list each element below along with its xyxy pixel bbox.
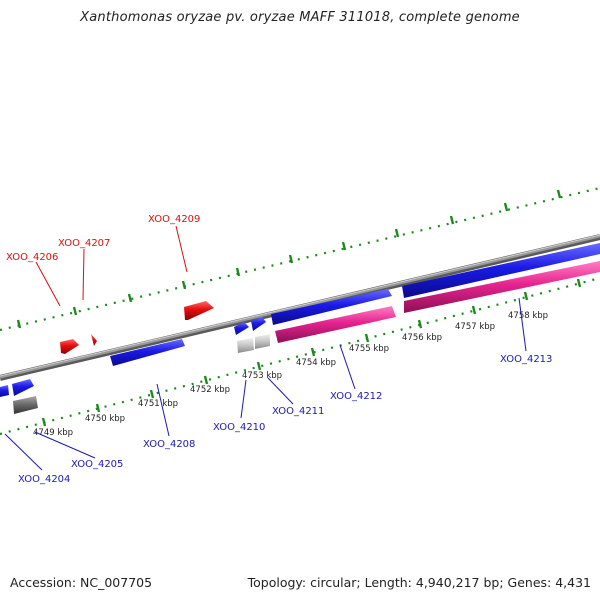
scale-label: 4749 kbp — [33, 428, 73, 438]
gene-feature-xoo-4204[interactable] — [0, 385, 9, 397]
scale-label: 4758 kbp — [508, 311, 548, 321]
label-leaders — [4, 225, 527, 471]
gene-feature-xoo-4209[interactable] — [184, 301, 214, 320]
scale-label: 4750 kbp — [85, 414, 125, 424]
gene-feature-xoo-4208[interactable] — [110, 339, 185, 366]
gene-feature-xoo-4211[interactable] — [251, 317, 266, 331]
gene-label-xoo-4208[interactable]: XOO_4208 — [143, 439, 195, 450]
inner-tick-track — [0, 276, 600, 436]
scale-label: 4757 kbp — [455, 322, 495, 332]
scale-label: 4754 kbp — [296, 358, 336, 368]
scale-label: 4756 kbp — [402, 333, 442, 343]
gene-feature-xoo-4207[interactable] — [91, 334, 97, 346]
gene-feature-xoo-4212[interactable] — [271, 289, 392, 325]
gene-feature-pseudo-1[interactable] — [237, 338, 254, 353]
scale-label: 4751 kbp — [138, 399, 178, 409]
scale-label: 4753 kbp — [242, 371, 282, 381]
gene-feature-xoo-4205[interactable] — [12, 379, 34, 396]
gene-feature-pseudo-2[interactable] — [255, 334, 270, 349]
accession-text: Accession: NC_007705 — [10, 575, 153, 590]
gene-label-xoo-4212[interactable]: XOO_4212 — [330, 391, 382, 402]
gene-label-xoo-4211[interactable]: XOO_4211 — [272, 406, 324, 417]
gene-label-xoo-4205[interactable]: XOO_4205 — [71, 459, 123, 470]
gene-label-xoo-4207[interactable]: XOO_4207 — [58, 238, 110, 249]
scale-label: 4755 kbp — [349, 344, 389, 354]
gene-feature-rna-2[interactable] — [404, 261, 600, 313]
gene-features — [0, 243, 600, 414]
map-title: Xanthomonas oryzae pv. oryzae MAFF 31101… — [80, 10, 520, 25]
scale-labels: 4749 kbp 4750 kbp 4751 kbp 4752 kbp 4753… — [33, 311, 548, 438]
genome-summary-text: Topology: circular; Length: 4,940,217 bp… — [247, 575, 591, 590]
scale-label: 4752 kbp — [190, 385, 230, 395]
gene-label-xoo-4209[interactable]: XOO_4209 — [148, 214, 200, 225]
genome-backbone — [0, 234, 600, 381]
gene-label-xoo-4204[interactable]: XOO_4204 — [18, 474, 70, 485]
gene-feature-xoo-4210[interactable] — [234, 322, 249, 335]
gene-label-xoo-4206[interactable]: XOO_4206 — [6, 252, 58, 263]
gene-feature-xoo-4206[interactable] — [60, 339, 79, 354]
gene-feature-other-1[interactable] — [13, 396, 38, 414]
outer-tick-track — [0, 186, 600, 332]
gene-label-xoo-4210[interactable]: XOO_4210 — [213, 422, 265, 433]
gene-labels: XOO_4204 XOO_4205 XOO_4206 XOO_4207 XOO_… — [6, 214, 552, 485]
gene-label-xoo-4213[interactable]: XOO_4213 — [500, 354, 552, 365]
gene-feature-xoo-4213[interactable] — [402, 243, 600, 298]
gene-feature-rna-1[interactable] — [275, 306, 396, 343]
